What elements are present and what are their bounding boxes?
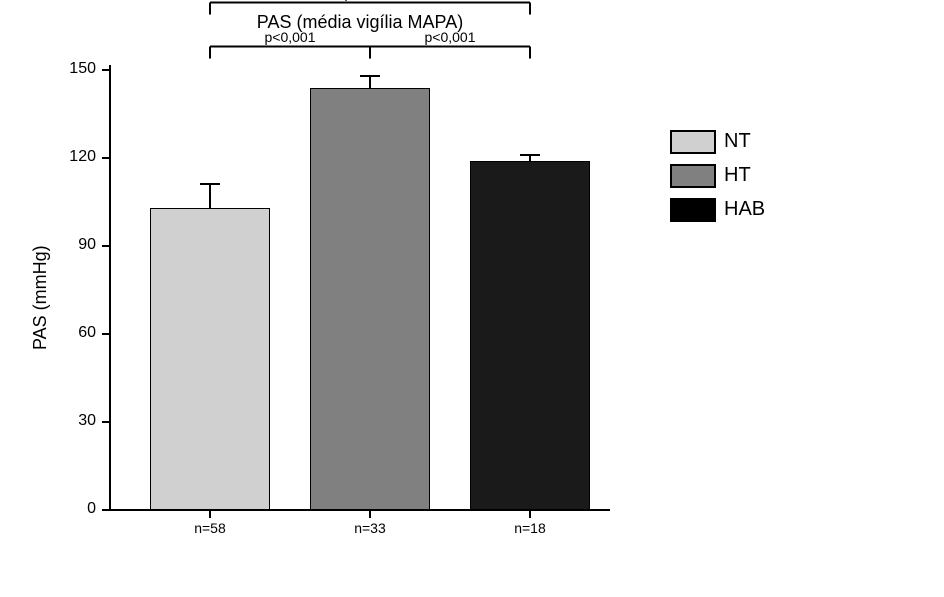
legend-swatch-ht — [670, 164, 716, 188]
error-stem — [369, 76, 371, 88]
legend-swatch-hab — [670, 198, 716, 222]
bar-hab — [470, 161, 590, 510]
legend-label: HAB — [724, 198, 765, 221]
n-label: n=33 — [310, 520, 430, 536]
y-tick-label: 30 — [54, 412, 96, 430]
sig-label: p<0,001 — [250, 29, 330, 45]
n-label: n=18 — [470, 520, 590, 536]
y-tick-label: 120 — [54, 148, 96, 166]
error-cap — [520, 154, 540, 156]
y-tick-label: 60 — [54, 324, 96, 342]
legend-label: HT — [724, 164, 751, 187]
y-tick-label: 0 — [54, 500, 96, 518]
error-stem — [209, 184, 211, 207]
legend-label: NT — [724, 130, 751, 153]
y-tick-label: 150 — [54, 60, 96, 78]
bar-ht — [310, 88, 430, 510]
bar-nt — [150, 208, 270, 510]
error-cap — [360, 75, 380, 77]
n-label: n=58 — [150, 520, 270, 536]
sig-label: p<0,001 — [410, 29, 490, 45]
legend-swatch-nt — [670, 130, 716, 154]
sig-label: p<0,001 — [330, 0, 410, 1]
y-tick-label: 90 — [54, 236, 96, 254]
chart-container: PAS (média vigília MAPA)PAS (mmHg)030609… — [0, 0, 944, 597]
error-cap — [200, 183, 220, 185]
